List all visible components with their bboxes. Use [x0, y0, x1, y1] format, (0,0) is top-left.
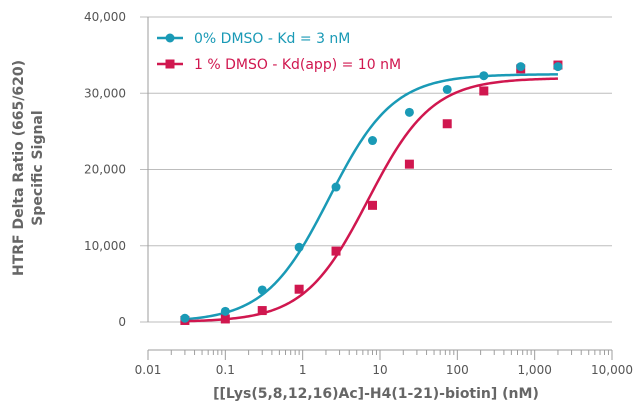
data-point-circle — [516, 62, 526, 72]
y-tick-label: 0 — [118, 315, 126, 329]
data-point-square — [442, 119, 452, 129]
data-point-square — [220, 314, 230, 324]
legend-marker-square — [165, 59, 175, 69]
y-axis-ticks: 0 10,000 20,000 30,000 40,000 — [84, 10, 126, 329]
data-point-circle — [331, 182, 341, 192]
y-axis-title-line1: HTRF Delta Ratio (665/620) — [11, 60, 27, 276]
y-axis-title-line2: Specific Signal — [30, 110, 46, 225]
legend: 0% DMSO - Kd = 3 nM 1 % DMSO - Kd(app) = … — [157, 31, 401, 73]
x-tick-label: 0.01 — [135, 363, 162, 377]
data-point-square — [294, 284, 304, 294]
fit-curves — [184, 73, 558, 323]
data-point-square — [331, 246, 341, 256]
legend-label: 1 % DMSO - Kd(app) = 10 nM — [194, 57, 401, 73]
y-tick-label: 10,000 — [84, 239, 126, 253]
data-point-circle — [553, 62, 563, 72]
data-point-circle — [180, 313, 190, 323]
data-point-square — [479, 86, 489, 96]
legend-marker-circle — [165, 33, 175, 43]
y-tick-label: 40,000 — [84, 10, 126, 24]
x-axis-ticks: 0.01 0.1 1 10 100 1,000 10,000 — [135, 350, 633, 377]
data-point-circle — [294, 242, 304, 252]
data-point-square — [257, 306, 267, 316]
fit-curve-1pct-dmso — [184, 77, 558, 323]
data-point-circle — [479, 71, 489, 81]
data-points — [180, 60, 563, 325]
y-tick-label: 20,000 — [84, 163, 126, 177]
x-axis-title: [[Lys(5,8,12,16)Ac]-H4(1-21)-biotin] (nM… — [213, 386, 539, 402]
x-tick-label: 1,000 — [517, 363, 551, 377]
gridlines — [140, 16, 612, 323]
x-tick-label: 100 — [446, 363, 469, 377]
data-point-square — [404, 159, 414, 169]
x-tick-label: 10,000 — [591, 363, 633, 377]
data-point-circle — [368, 136, 378, 146]
x-tick-label: 0.1 — [216, 363, 235, 377]
x-tick-label: 10 — [372, 363, 387, 377]
data-point-circle — [442, 84, 452, 94]
fit-curve-0pct-dmso — [184, 73, 558, 321]
x-tick-label: 1 — [299, 363, 307, 377]
data-point-circle — [257, 285, 267, 295]
data-point-circle — [220, 306, 230, 316]
legend-label: 0% DMSO - Kd = 3 nM — [194, 31, 350, 47]
data-point-circle — [404, 107, 414, 117]
y-tick-label: 30,000 — [84, 86, 126, 100]
data-point-square — [368, 200, 378, 210]
